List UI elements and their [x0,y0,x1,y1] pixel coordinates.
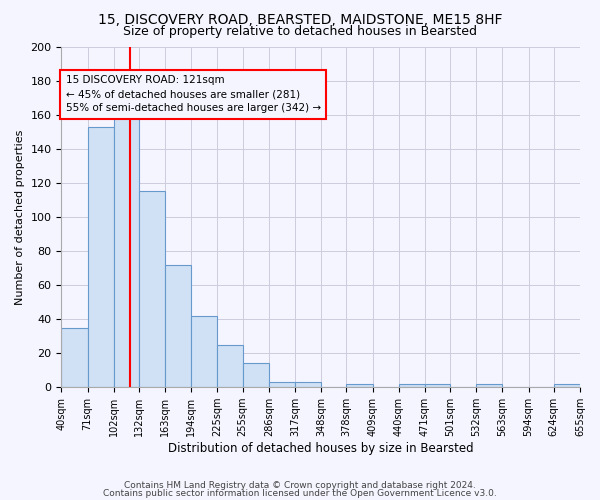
Text: Contains HM Land Registry data © Crown copyright and database right 2024.: Contains HM Land Registry data © Crown c… [124,481,476,490]
Bar [346,384,373,387]
Text: 15 DISCOVERY ROAD: 121sqm
← 45% of detached houses are smaller (281)
55% of semi: 15 DISCOVERY ROAD: 121sqm ← 45% of detac… [65,76,321,114]
Bar [217,344,243,387]
Bar [88,126,113,387]
Bar [554,384,580,387]
Bar [399,384,425,387]
Bar [425,384,450,387]
Text: Size of property relative to detached houses in Bearsted: Size of property relative to detached ho… [123,25,477,38]
Y-axis label: Number of detached properties: Number of detached properties [15,129,25,304]
Bar [191,316,217,387]
Bar [243,364,269,387]
Bar [113,110,139,387]
Bar [165,264,191,387]
X-axis label: Distribution of detached houses by size in Bearsted: Distribution of detached houses by size … [168,442,473,455]
Bar [295,382,321,387]
Bar [139,192,165,387]
Bar [476,384,502,387]
Bar [61,328,88,387]
Text: Contains public sector information licensed under the Open Government Licence v3: Contains public sector information licen… [103,490,497,498]
Bar [269,382,295,387]
Text: 15, DISCOVERY ROAD, BEARSTED, MAIDSTONE, ME15 8HF: 15, DISCOVERY ROAD, BEARSTED, MAIDSTONE,… [98,12,502,26]
